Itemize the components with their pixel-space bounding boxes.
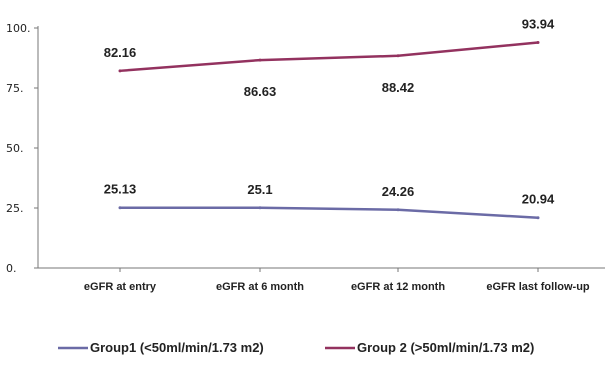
legend-label: Group1 (<50ml/min/1.73 m2)	[90, 340, 264, 355]
data-point	[536, 216, 540, 220]
x-tick-label: eGFR at entry	[84, 281, 157, 293]
data-label: 20.94	[522, 192, 555, 207]
data-point	[258, 206, 262, 210]
data-label: 25.13	[104, 182, 137, 197]
y-tick-label: 0.	[6, 262, 17, 275]
data-point	[396, 208, 400, 212]
y-axis-ticks: 0. 25. 50. 75. 100.	[6, 22, 38, 275]
y-tick-label: 50.	[6, 142, 24, 155]
data-point	[536, 41, 540, 45]
data-label: 88.42	[382, 80, 415, 95]
x-tick-label: eGFR last follow-up	[486, 281, 590, 293]
data-label: 93.94	[522, 17, 555, 32]
data-point	[396, 54, 400, 58]
data-point	[258, 58, 262, 62]
data-labels: 25.13 25.1 24.26 20.94 82.16 86.63 88.42 93.94	[104, 17, 555, 207]
axes	[37, 26, 605, 269]
data-label: 25.1	[247, 182, 272, 197]
data-label: 24.26	[382, 184, 415, 199]
data-point	[118, 69, 122, 73]
series-layer	[118, 41, 540, 220]
legend-label: Group 2 (>50ml/min/1.73 m2)	[357, 340, 534, 355]
series-line-2	[119, 41, 539, 73]
y-tick-label: 25.	[6, 202, 24, 215]
series-line-1	[119, 206, 539, 219]
x-axis-ticks: eGFR at entry eGFR at 6 month eGFR at 12 m…	[84, 268, 590, 293]
x-tick-label: eGFR at 6 month	[216, 281, 304, 293]
x-tick-label: eGFR at 12 month	[351, 281, 445, 293]
y-tick-label: 100.	[6, 22, 31, 35]
data-label: 82.16	[104, 45, 137, 60]
data-point	[118, 206, 122, 210]
data-label: 86.63	[244, 84, 277, 99]
legend: Group1 (<50ml/min/1.73 m2) Group 2 (>50ml…	[58, 340, 534, 355]
y-tick-label: 75.	[6, 82, 24, 95]
